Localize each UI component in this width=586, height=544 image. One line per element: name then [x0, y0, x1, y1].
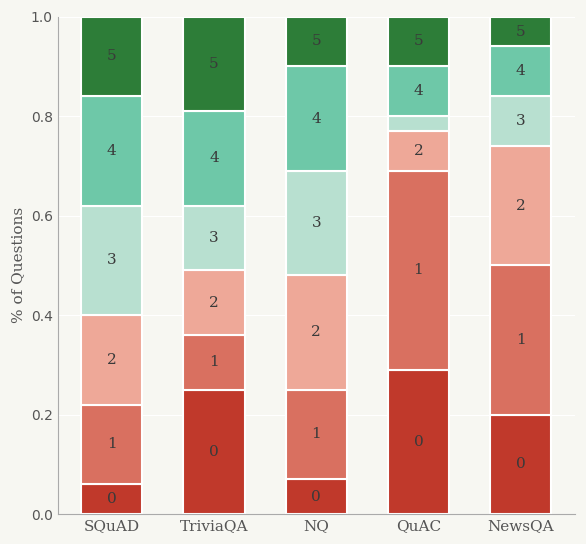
Bar: [183, 335, 244, 390]
Y-axis label: % of Questions: % of Questions: [11, 207, 25, 323]
Bar: [183, 17, 244, 111]
Bar: [183, 270, 244, 335]
Bar: [285, 66, 347, 171]
Text: 2: 2: [209, 295, 219, 310]
Text: 1: 1: [209, 355, 219, 369]
Bar: [285, 390, 347, 479]
Bar: [285, 275, 347, 390]
Bar: [490, 265, 551, 415]
Text: 5: 5: [209, 57, 219, 71]
Text: 4: 4: [107, 144, 117, 158]
Text: 3: 3: [516, 114, 526, 128]
Text: 5: 5: [311, 34, 321, 48]
Text: 3: 3: [209, 231, 219, 245]
Text: 2: 2: [414, 144, 423, 158]
Text: 0: 0: [414, 435, 423, 449]
Bar: [490, 96, 551, 146]
Text: 5: 5: [414, 34, 423, 48]
Text: 4: 4: [516, 64, 526, 78]
Text: 1: 1: [311, 428, 321, 441]
Text: 5: 5: [516, 24, 526, 39]
Bar: [388, 171, 449, 370]
Bar: [183, 111, 244, 206]
Bar: [490, 17, 551, 46]
Bar: [490, 46, 551, 96]
Bar: [183, 390, 244, 514]
Text: 4: 4: [209, 151, 219, 165]
Text: 1: 1: [516, 333, 526, 347]
Text: 4: 4: [311, 112, 321, 126]
Bar: [81, 405, 142, 484]
Bar: [81, 96, 142, 206]
Bar: [285, 171, 347, 275]
Bar: [388, 131, 449, 171]
Text: 1: 1: [414, 263, 423, 277]
Text: 0: 0: [209, 445, 219, 459]
Text: 2: 2: [516, 199, 526, 213]
Text: 0: 0: [311, 490, 321, 504]
Bar: [490, 415, 551, 514]
Bar: [285, 17, 347, 66]
Text: 1: 1: [107, 437, 117, 452]
Text: 4: 4: [414, 84, 423, 98]
Text: 3: 3: [107, 254, 117, 267]
Text: 0: 0: [516, 458, 526, 471]
Bar: [388, 17, 449, 66]
Bar: [81, 315, 142, 405]
Bar: [285, 479, 347, 514]
Bar: [490, 146, 551, 265]
Text: 5: 5: [107, 50, 117, 64]
Text: 3: 3: [311, 216, 321, 230]
Text: 2: 2: [107, 353, 117, 367]
Bar: [183, 206, 244, 270]
Bar: [81, 484, 142, 514]
Bar: [81, 17, 142, 96]
Bar: [81, 206, 142, 315]
Bar: [388, 116, 449, 131]
Bar: [388, 370, 449, 514]
Text: 0: 0: [107, 492, 117, 506]
Bar: [388, 66, 449, 116]
Text: 2: 2: [311, 325, 321, 339]
